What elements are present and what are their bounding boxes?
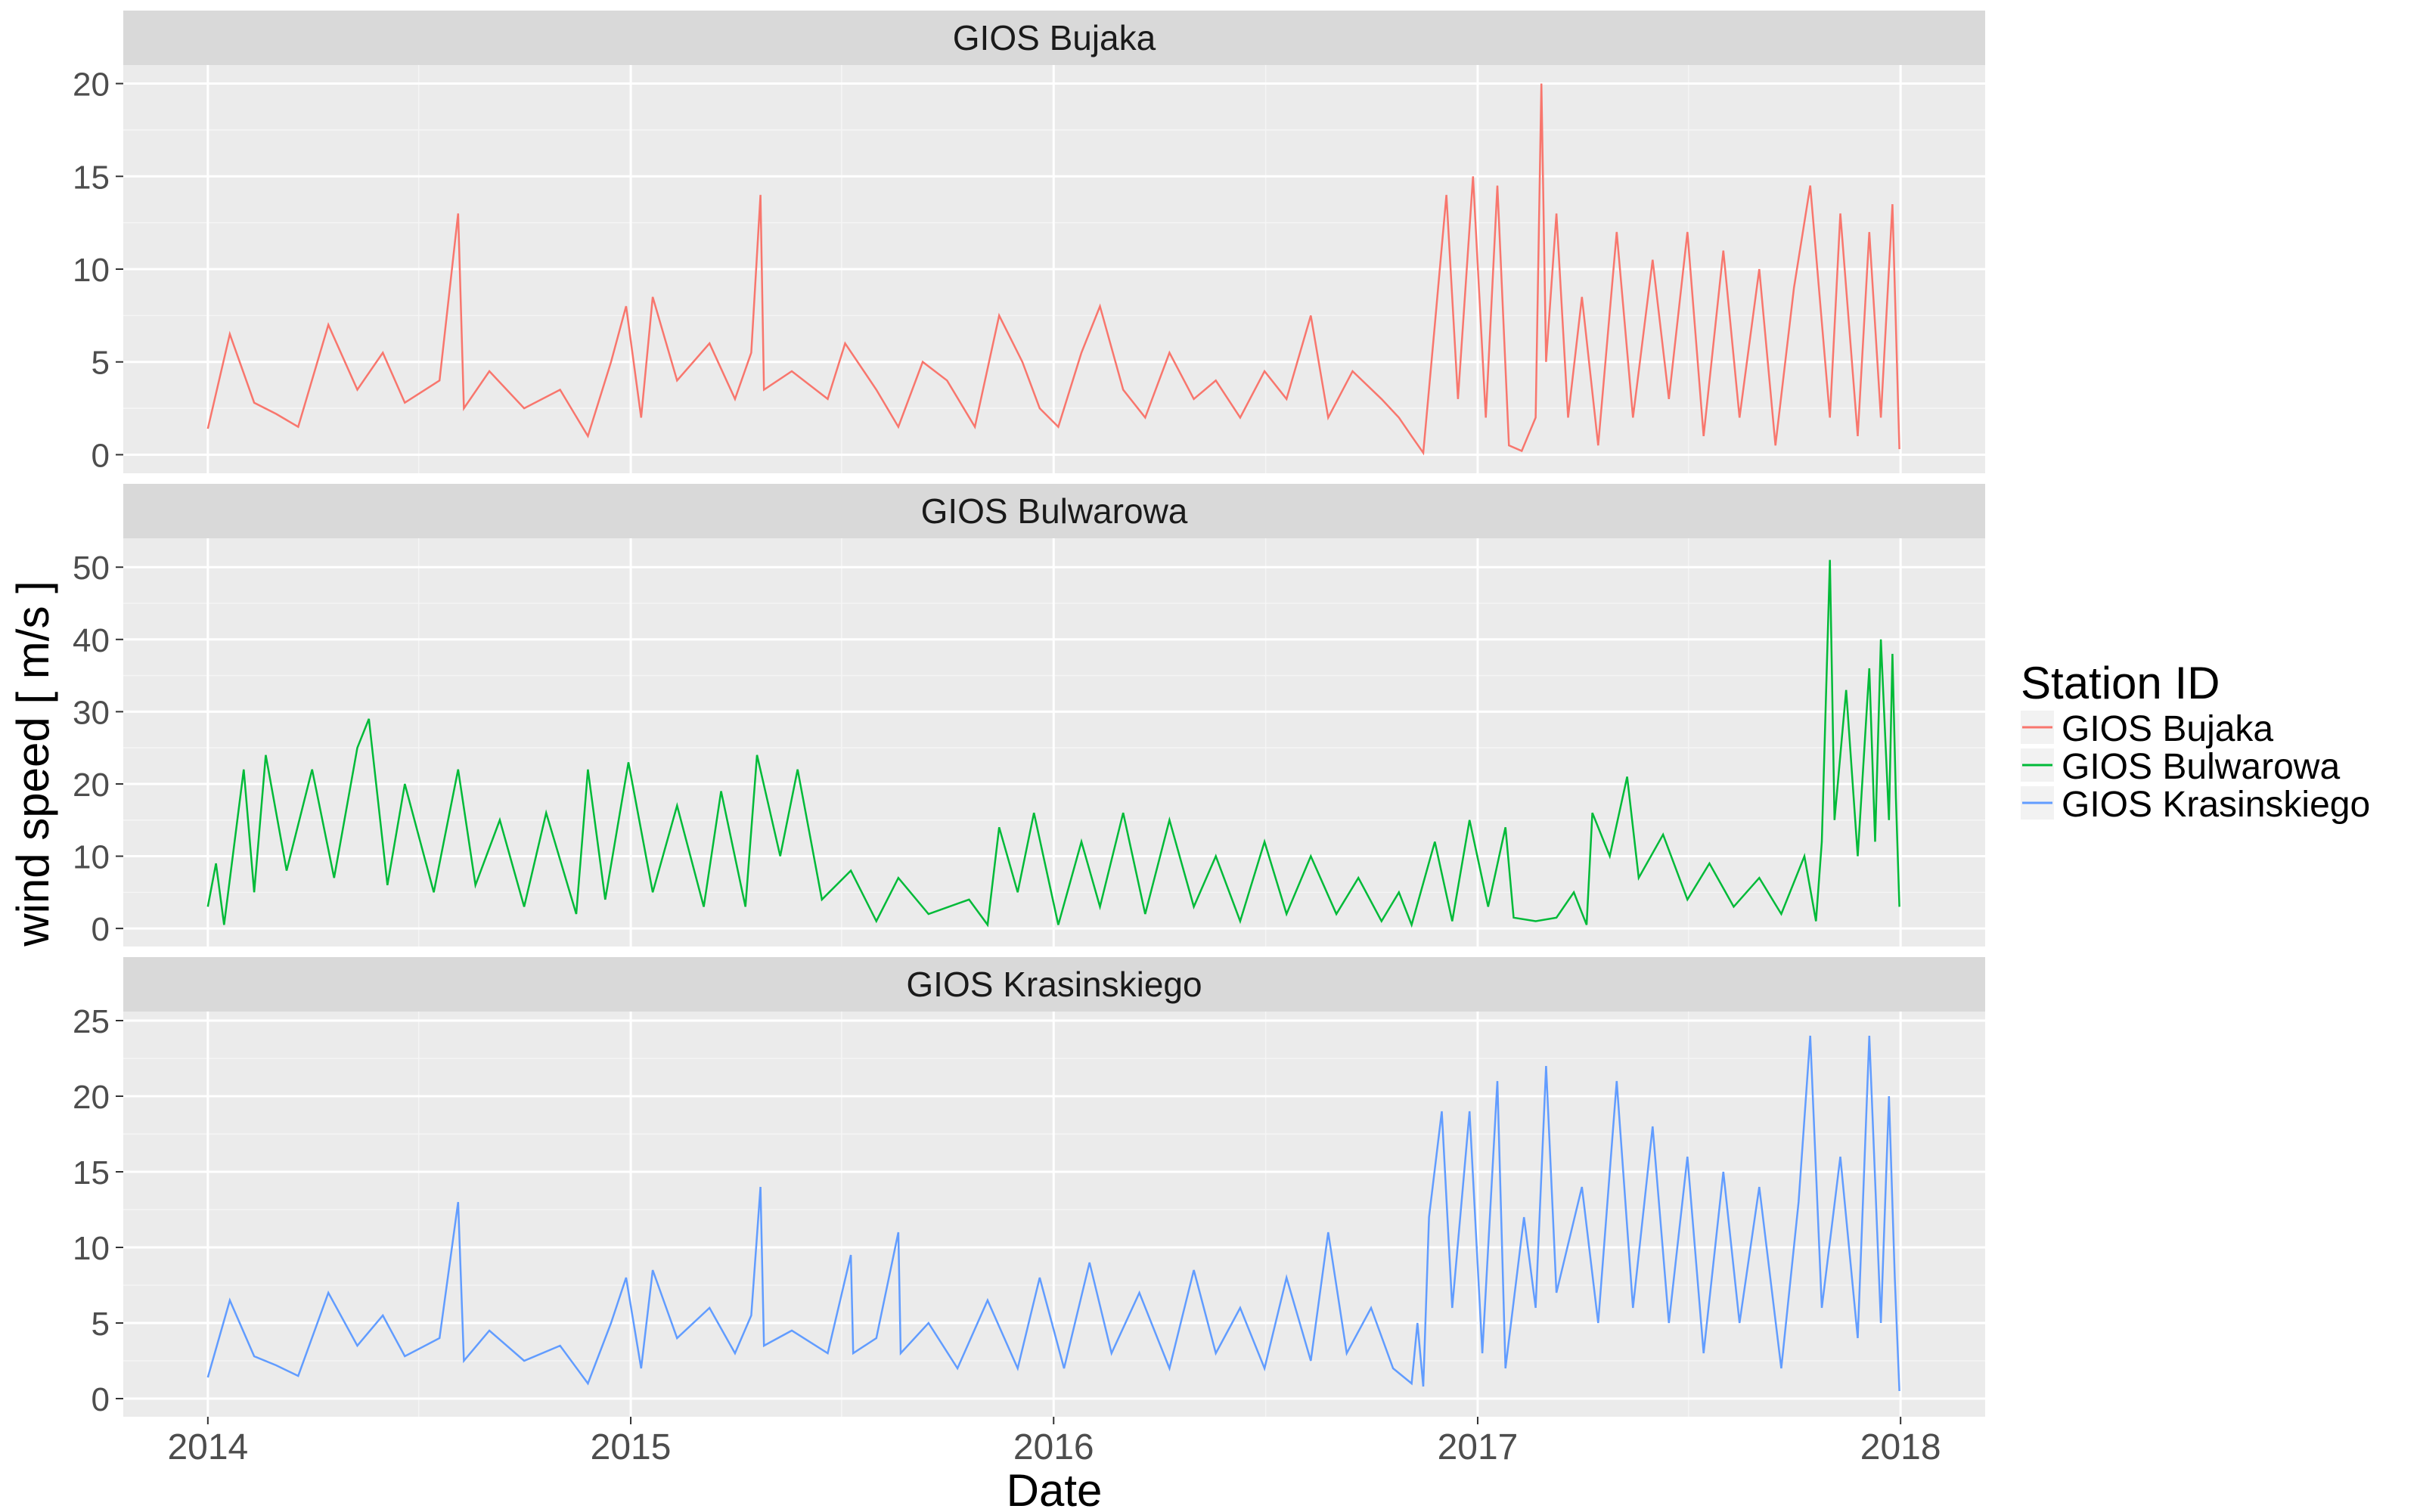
x-tick-label: 2014 — [167, 1427, 248, 1467]
legend-label: GIOS Bujaka — [2062, 709, 2273, 749]
strip-label-krasinskiego: GIOS Krasinskiego — [906, 965, 1202, 1004]
y-tick-label-krasinskiego: 10 — [73, 1230, 110, 1267]
y-tick-label-bujaka: 0 — [92, 437, 110, 474]
y-tick-label-bulwarowa: 40 — [73, 622, 110, 659]
y-tick-label-bulwarowa: 30 — [73, 694, 110, 731]
y-tick-label-krasinskiego: 20 — [73, 1079, 110, 1116]
y-axis-title: wind speed [ m/s ] — [8, 581, 58, 947]
grid-krasinskiego — [123, 1012, 1985, 1417]
x-tick-label: 2017 — [1438, 1427, 1519, 1467]
strip-krasinskiego — [123, 957, 1985, 1012]
x-axis-title: Date — [1007, 1465, 1103, 1512]
y-tick-label-bujaka: 10 — [73, 252, 110, 289]
strip-bulwarowa — [123, 484, 1985, 538]
legend-label: GIOS Bulwarowa — [2062, 747, 2340, 787]
x-tick-label: 2016 — [1013, 1427, 1094, 1467]
grid-bulwarowa — [123, 538, 1985, 947]
y-axis-bulwarowa: 0 10 20 30 40 50 — [73, 550, 123, 948]
panel-bujaka: GIOS Bujaka 0 5 10 15 20 — [73, 11, 1985, 474]
y-tick-label-krasinskiego: 5 — [92, 1306, 110, 1343]
series-line-krasinskiego — [206, 1035, 1900, 1392]
legend-title: Station ID — [2021, 658, 2220, 708]
strip-label-bujaka: GIOS Bujaka — [953, 18, 1156, 57]
x-tick-label: 2018 — [1860, 1427, 1941, 1467]
y-tick-label-bulwarowa: 50 — [73, 550, 110, 587]
strip-label-bulwarowa: GIOS Bulwarowa — [921, 491, 1188, 531]
legend-label: GIOS Krasinskiego — [2062, 785, 2370, 825]
y-tick-label-bulwarowa: 20 — [73, 767, 110, 804]
x-tick-label: 2015 — [591, 1427, 672, 1467]
y-axis-bujaka: 0 5 10 15 20 — [73, 67, 123, 474]
y-tick-label-bujaka: 5 — [92, 345, 110, 382]
y-tick-label-bulwarowa: 10 — [73, 839, 110, 876]
grid-bujaka — [123, 65, 1985, 473]
panel-bulwarowa: GIOS Bulwarowa 0 10 20 30 40 50 — [73, 484, 1985, 948]
y-axis-krasinskiego: 0 5 10 15 20 25 — [73, 1003, 123, 1418]
y-tick-label-krasinskiego: 15 — [73, 1154, 110, 1191]
series-line-bujaka — [206, 83, 1900, 456]
y-tick-label-bujaka: 15 — [73, 159, 110, 196]
y-tick-label-krasinskiego: 0 — [92, 1381, 110, 1418]
strip-bujaka — [123, 11, 1985, 65]
y-tick-label-bulwarowa: 0 — [92, 911, 110, 948]
series-line-bulwarowa — [206, 559, 1900, 928]
x-axis: 2014 2015 2016 2017 2018 — [167, 1417, 1941, 1467]
panel-krasinskiego: GIOS Krasinskiego 0 5 10 15 20 25 — [73, 957, 1985, 1418]
y-tick-label-bujaka: 20 — [73, 67, 110, 104]
y-tick-label-krasinskiego: 25 — [73, 1003, 110, 1040]
